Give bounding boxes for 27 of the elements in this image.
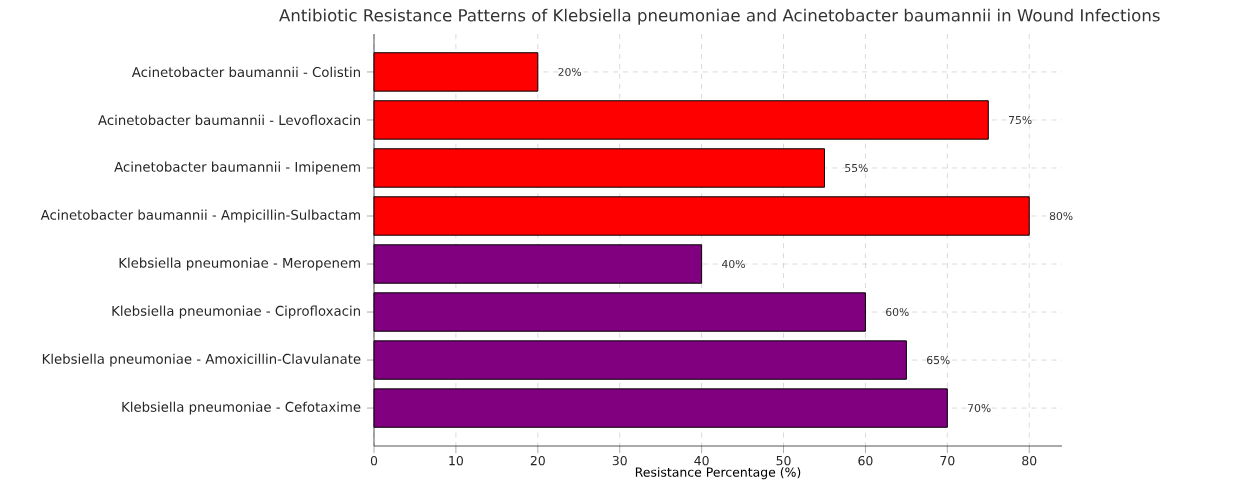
x-tick-label: 10 [449, 455, 463, 466]
x-tick-label: 80 [1022, 455, 1037, 466]
x-tick-label: 70 [940, 455, 955, 466]
y-tick-label: Klebsiella pneumoniae - Cefotaxime [122, 401, 361, 415]
y-tick-label: Acinetobacter baumannii - Levofloxacin [98, 114, 360, 126]
x-tick-label: 60 [858, 455, 873, 466]
y-tick-label: Acinetobacter baumannii - Imipenem [114, 161, 360, 175]
y-tick-label: Klebsiella pneumoniae - Meropenem [119, 257, 360, 271]
data-label: 55% [845, 163, 868, 173]
x-axis-title: Resistance Percentage (%) [635, 467, 801, 480]
data-label: 80% [1049, 211, 1073, 221]
x-tick-label: 50 [776, 455, 791, 466]
x-tick-label: 30 [612, 455, 627, 466]
y-tick-label: Acinetobacter baumannii - Ampicillin-Sulbactam [40, 209, 360, 223]
data-label: 75% [1009, 115, 1032, 125]
x-tick-label: 40 [694, 455, 709, 466]
x-tick-label: 20 [530, 455, 545, 466]
data-label: 70% [968, 404, 991, 413]
data-label: 40% [722, 259, 745, 269]
y-tick-label: Klebsiella pneumoniae - Ciprofloxacin [112, 305, 360, 319]
data-label: 20% [558, 67, 582, 77]
x-tick-label: 0 [370, 455, 378, 466]
data-label: 60% [886, 307, 909, 317]
y-tick-label: Klebsiella pneumoniae - Amoxicillin-Clavulanate [42, 353, 361, 367]
y-tick-label: Acinetobacter baumannii - Colistin [131, 66, 360, 78]
data-label: 65% [927, 355, 950, 365]
chart-title: Antibiotic Resistance Patterns of Klebsiella pneumoniae and Acinetobacter baumannii in Wound Infections [279, 8, 1160, 25]
